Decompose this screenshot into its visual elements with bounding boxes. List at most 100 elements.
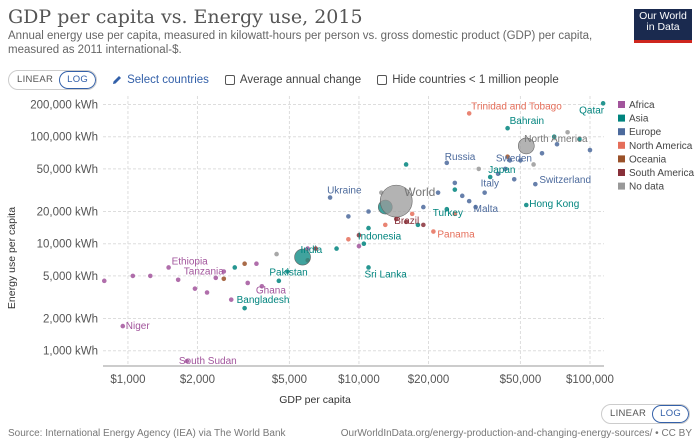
data-point[interactable]: [444, 160, 450, 166]
data-point[interactable]: [285, 269, 290, 274]
data-point[interactable]: [518, 158, 523, 163]
data-point[interactable]: [517, 137, 535, 155]
legend-label[interactable]: No data: [629, 182, 664, 193]
data-point[interactable]: [313, 246, 319, 251]
data-point[interactable]: [531, 162, 536, 167]
legend-label[interactable]: Africa: [629, 100, 655, 111]
legend-label[interactable]: North America: [629, 141, 693, 152]
data-point[interactable]: [502, 166, 508, 172]
hide-small-countries-checkbox[interactable]: Hide countries < 1 million people: [377, 74, 559, 86]
scale-toggle[interactable]: LINEAR LOG: [8, 70, 98, 90]
data-point[interactable]: [600, 101, 606, 106]
data-point[interactable]: [274, 251, 279, 257]
data-point[interactable]: [507, 158, 513, 163]
data-point[interactable]: [421, 204, 426, 210]
data-point[interactable]: [327, 195, 333, 200]
data-point[interactable]: [505, 154, 510, 160]
data-point[interactable]: [577, 136, 582, 142]
data-point[interactable]: [120, 323, 126, 329]
data-point[interactable]: [452, 187, 458, 192]
x-tick-label: $100,000: [566, 374, 614, 386]
data-point[interactable]: [505, 125, 510, 131]
data-point[interactable]: [242, 305, 247, 311]
data-point[interactable]: [452, 180, 458, 186]
data-point[interactable]: [334, 246, 339, 251]
legend-label[interactable]: Asia: [629, 114, 649, 125]
data-point[interactable]: [435, 190, 441, 195]
data-point[interactable]: [204, 290, 210, 295]
data-point[interactable]: [232, 265, 238, 270]
data-point[interactable]: [523, 202, 529, 208]
data-point[interactable]: [444, 206, 450, 212]
data-point[interactable]: [403, 219, 409, 225]
scale-toggle-bottom[interactable]: LINEAR LOG: [601, 404, 691, 424]
owid-logo[interactable]: Our World in Data: [634, 9, 692, 43]
data-point[interactable]: [551, 134, 557, 139]
data-point[interactable]: [421, 222, 426, 228]
data-point[interactable]: [379, 190, 384, 195]
data-point[interactable]: [473, 204, 478, 210]
data-point[interactable]: [366, 209, 371, 214]
data-point[interactable]: [366, 265, 371, 270]
data-point[interactable]: [361, 241, 367, 247]
data-point[interactable]: [101, 278, 107, 284]
data-point[interactable]: [533, 181, 538, 187]
data-point[interactable]: [379, 184, 413, 218]
data-point[interactable]: [346, 236, 351, 242]
data-point[interactable]: [305, 246, 311, 251]
average-change-checkbox[interactable]: Average annual change: [224, 74, 361, 86]
linear-option-bottom[interactable]: LINEAR: [610, 408, 647, 419]
data-point[interactable]: [259, 283, 265, 289]
data-point[interactable]: [554, 141, 560, 147]
data-point[interactable]: [415, 222, 421, 228]
data-point[interactable]: [228, 297, 234, 302]
data-point[interactable]: [366, 225, 371, 231]
data-point[interactable]: [245, 280, 251, 286]
data-point[interactable]: [459, 193, 465, 199]
data-point[interactable]: [254, 261, 259, 267]
select-countries-button[interactable]: Select countries: [111, 74, 209, 86]
data-point[interactable]: [346, 214, 351, 219]
data-point[interactable]: [382, 222, 388, 228]
legend-label[interactable]: Europe: [629, 127, 662, 138]
data-point[interactable]: [452, 211, 458, 217]
data-point[interactable]: [565, 129, 570, 135]
linear-option[interactable]: LINEAR: [17, 74, 54, 85]
footer-link[interactable]: OurWorldInData.org/energy-production-and…: [340, 428, 692, 439]
data-point[interactable]: [487, 174, 493, 180]
data-point[interactable]: [431, 229, 436, 234]
data-point[interactable]: [294, 248, 311, 266]
data-point[interactable]: [356, 243, 362, 249]
data-point[interactable]: [166, 265, 171, 270]
data-point[interactable]: [184, 358, 190, 364]
data-point[interactable]: [356, 232, 362, 238]
data-point[interactable]: [130, 273, 136, 279]
data-point[interactable]: [148, 273, 153, 279]
legend-swatch: [618, 101, 625, 108]
data-point[interactable]: [466, 198, 472, 204]
data-point[interactable]: [495, 171, 501, 177]
data-point[interactable]: [221, 276, 227, 282]
point-label: World: [404, 185, 435, 199]
data-point[interactable]: [377, 199, 393, 215]
data-point[interactable]: [466, 111, 472, 116]
legend-label[interactable]: Oceania: [629, 154, 667, 165]
log-option[interactable]: LOG: [59, 71, 97, 89]
data-point[interactable]: [476, 166, 482, 172]
data-point[interactable]: [213, 275, 219, 281]
data-point[interactable]: [393, 216, 399, 222]
data-point[interactable]: [276, 278, 282, 284]
data-point[interactable]: [403, 162, 409, 167]
log-option-bottom[interactable]: LOG: [652, 405, 690, 423]
data-point[interactable]: [539, 150, 545, 156]
data-point[interactable]: [587, 147, 593, 153]
data-point[interactable]: [305, 257, 311, 263]
data-point[interactable]: [482, 190, 487, 195]
data-point[interactable]: [242, 261, 247, 267]
data-point[interactable]: [511, 176, 517, 182]
data-point[interactable]: [192, 286, 198, 291]
data-point[interactable]: [175, 277, 181, 283]
data-point[interactable]: [221, 269, 227, 274]
legend-label[interactable]: South America: [629, 168, 694, 179]
data-point[interactable]: [409, 211, 415, 217]
